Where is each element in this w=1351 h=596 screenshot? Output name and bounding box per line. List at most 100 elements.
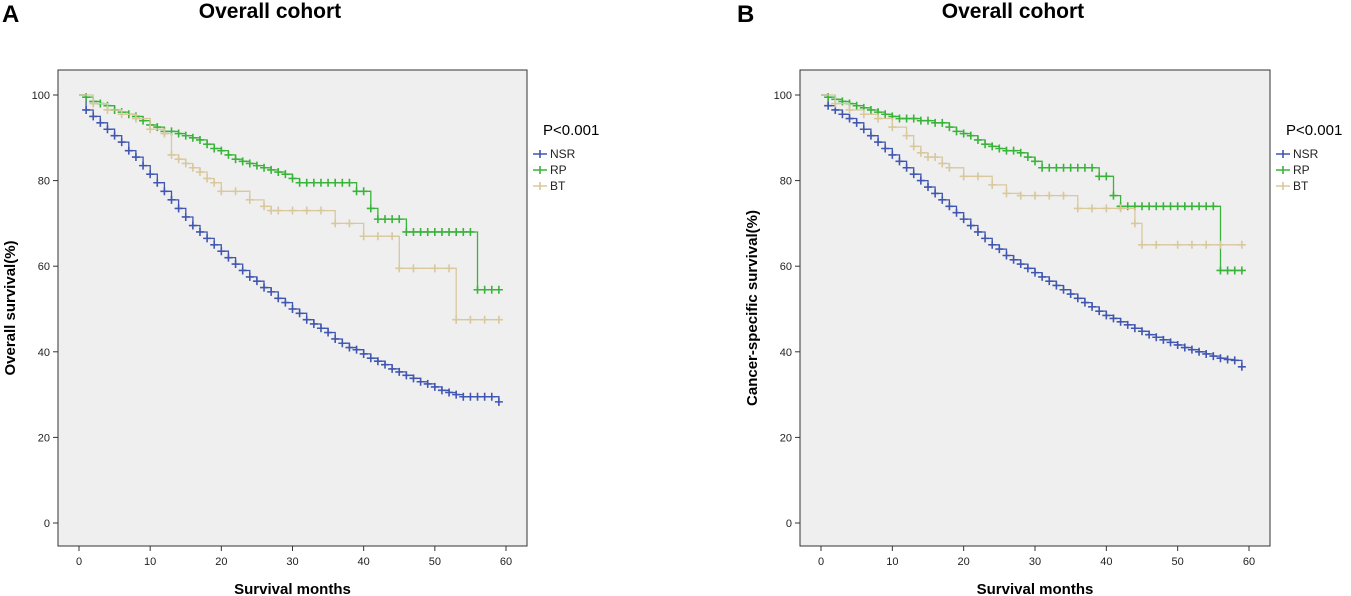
chart-title: Overall cohort	[942, 0, 1084, 23]
plot-area	[799, 69, 1271, 547]
censor-mark-rp	[174, 129, 183, 138]
censor-mark-bt	[1116, 204, 1125, 213]
censor-mark-nsr	[1066, 290, 1075, 299]
censor-mark-nsr	[959, 215, 968, 224]
censor-mark-rp	[487, 285, 496, 294]
censor-mark-nsr	[1095, 307, 1104, 316]
censor-mark-rp	[316, 178, 325, 187]
censor-mark-nsr	[366, 354, 375, 363]
censor-mark-rp	[1045, 163, 1054, 172]
censor-mark-rp	[309, 178, 318, 187]
censor-mark-nsr	[238, 266, 247, 275]
x-tick-label: 10	[144, 556, 156, 568]
censor-mark-rp	[966, 131, 975, 140]
censor-mark-rp	[288, 174, 297, 183]
y-tick-label: 100	[774, 90, 792, 102]
censor-mark-nsr	[96, 118, 105, 127]
censor-mark-rp	[881, 110, 890, 119]
censor-mark-bt	[1088, 204, 1097, 213]
censor-mark-nsr	[445, 388, 454, 397]
censor-mark-bt	[117, 110, 126, 119]
y-tick-label: 100	[32, 90, 50, 102]
censor-mark-rp	[866, 105, 875, 114]
censor-mark-rp	[295, 178, 304, 187]
censor-mark-bt	[217, 187, 226, 196]
censor-mark-bt	[1059, 191, 1068, 200]
censor-mark-bt	[938, 159, 947, 168]
censor-mark-nsr	[430, 382, 439, 391]
censor-mark-nsr	[1123, 320, 1132, 329]
censor-mark-nsr	[153, 178, 162, 187]
censor-mark-bt	[288, 206, 297, 215]
censor-mark-bt	[931, 153, 940, 162]
censor-mark-bt	[445, 264, 454, 273]
censor-mark-bt	[146, 125, 155, 134]
censor-mark-nsr	[1223, 355, 1232, 364]
censor-mark-rp	[217, 146, 226, 155]
chart-panel-b: B Overall cohort 0 20 40 60 80 100 0 10 20 30 40 50 60…	[737, 0, 1342, 596]
censor-mark-nsr	[409, 374, 418, 383]
censor-mark-bt	[888, 123, 897, 132]
censor-mark-nsr	[423, 379, 432, 388]
censor-mark-rp	[1159, 202, 1168, 211]
censor-mark-rp	[231, 155, 240, 164]
censor-mark-nsr	[231, 260, 240, 269]
censor-mark-nsr	[1116, 317, 1125, 326]
x-tick-label: 40	[1100, 556, 1112, 568]
censor-mark-bt	[245, 195, 254, 204]
censor-mark-rp	[324, 178, 333, 187]
censor-mark-rp	[338, 178, 347, 187]
censor-mark-bt	[345, 219, 354, 228]
censor-mark-rp	[402, 227, 411, 236]
censor-mark-bt	[195, 168, 204, 177]
censor-mark-rp	[1216, 266, 1225, 275]
censor-mark-bt	[988, 180, 997, 189]
censor-mark-rp	[445, 227, 454, 236]
censor-mark-nsr	[852, 118, 861, 127]
censor-mark-nsr	[117, 138, 126, 147]
censor-mark-rp	[938, 118, 947, 127]
censor-mark-nsr	[274, 294, 283, 303]
censor-mark-nsr	[1202, 349, 1211, 358]
legend-label-bt: BT	[550, 179, 566, 193]
censor-mark-bt	[174, 155, 183, 164]
censor-mark-nsr	[945, 202, 954, 211]
censor-mark-rp	[1202, 202, 1211, 211]
censor-mark-nsr	[89, 112, 98, 121]
censor-mark-nsr	[359, 349, 368, 358]
censor-mark-nsr	[174, 204, 183, 213]
censor-mark-nsr	[352, 345, 361, 354]
censor-mark-bt	[973, 172, 982, 181]
censor-mark-nsr	[466, 392, 475, 401]
censor-mark-nsr	[838, 110, 847, 119]
censor-mark-nsr	[309, 319, 318, 328]
censor-mark-rp	[895, 114, 904, 123]
censor-mark-bt	[916, 148, 925, 157]
x-tick-label: 30	[1029, 556, 1041, 568]
censor-mark-nsr	[824, 101, 833, 110]
legend-label-bt: BT	[1293, 179, 1309, 193]
p-value: P<0.001	[543, 122, 599, 139]
legend-swatch-bt	[1276, 182, 1290, 190]
censor-mark-rp	[1088, 163, 1097, 172]
censor-mark-bt	[959, 172, 968, 181]
censor-mark-nsr	[452, 390, 461, 399]
censor-mark-nsr	[181, 212, 190, 221]
censor-mark-bt	[945, 163, 954, 172]
x-tick-label: 60	[1243, 556, 1255, 568]
legend-swatch-bt	[533, 182, 547, 190]
y-tick-label: 0	[44, 518, 50, 530]
censor-mark-nsr	[267, 287, 276, 296]
censor-mark-rp	[459, 227, 468, 236]
censor-mark-nsr	[966, 221, 975, 230]
censor-mark-nsr	[1216, 354, 1225, 363]
censor-mark-nsr	[888, 150, 897, 159]
x-axis-label: Survival months	[977, 581, 1094, 596]
censor-mark-bt	[103, 105, 112, 114]
legend-swatch-nsr	[1276, 150, 1290, 158]
panel-letter: B	[737, 1, 754, 28]
censor-mark-rp	[1023, 153, 1032, 162]
censor-mark-nsr	[1073, 294, 1082, 303]
censor-mark-nsr	[373, 357, 382, 366]
censor-mark-nsr	[859, 125, 868, 134]
